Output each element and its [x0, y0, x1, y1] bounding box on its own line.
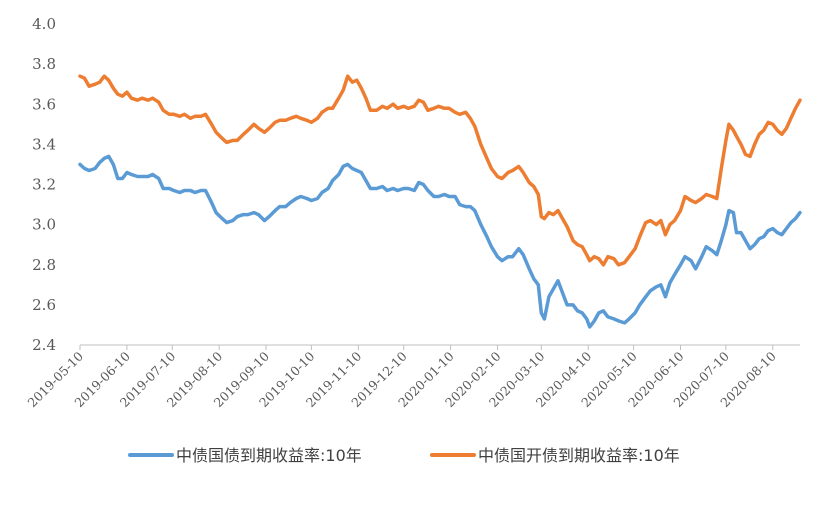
y-tick-label: 3.4: [32, 135, 56, 153]
y-tick-label: 3.8: [32, 55, 56, 73]
y-tick-label: 2.6: [32, 296, 56, 314]
series-layer: [78, 74, 802, 329]
legend-label: 中债国债到期收益率:10年: [176, 446, 362, 465]
series-line-1: [78, 154, 802, 329]
y-tick-label: 4.0: [32, 15, 56, 33]
y-tick-label: 2.4: [32, 336, 56, 354]
y-axis: 4.0 3.8 3.6 3.4 3.2 3.0 2.8 2.6 2.4: [32, 15, 56, 354]
y-tick-label: 3.2: [32, 176, 56, 194]
x-axis: 2019-05-102019-06-102019-07-102019-08-10…: [25, 344, 800, 410]
y-tick-label: 2.8: [32, 256, 56, 274]
legend: 中债国债到期收益率:10年 中债国开债到期收益率:10年: [128, 446, 680, 465]
y-tick-label: 3.6: [32, 95, 56, 113]
legend-label: 中债国开债到期收益率:10年: [478, 446, 680, 465]
series-line-2: [78, 74, 802, 267]
y-tick-label: 3.0: [32, 216, 56, 234]
